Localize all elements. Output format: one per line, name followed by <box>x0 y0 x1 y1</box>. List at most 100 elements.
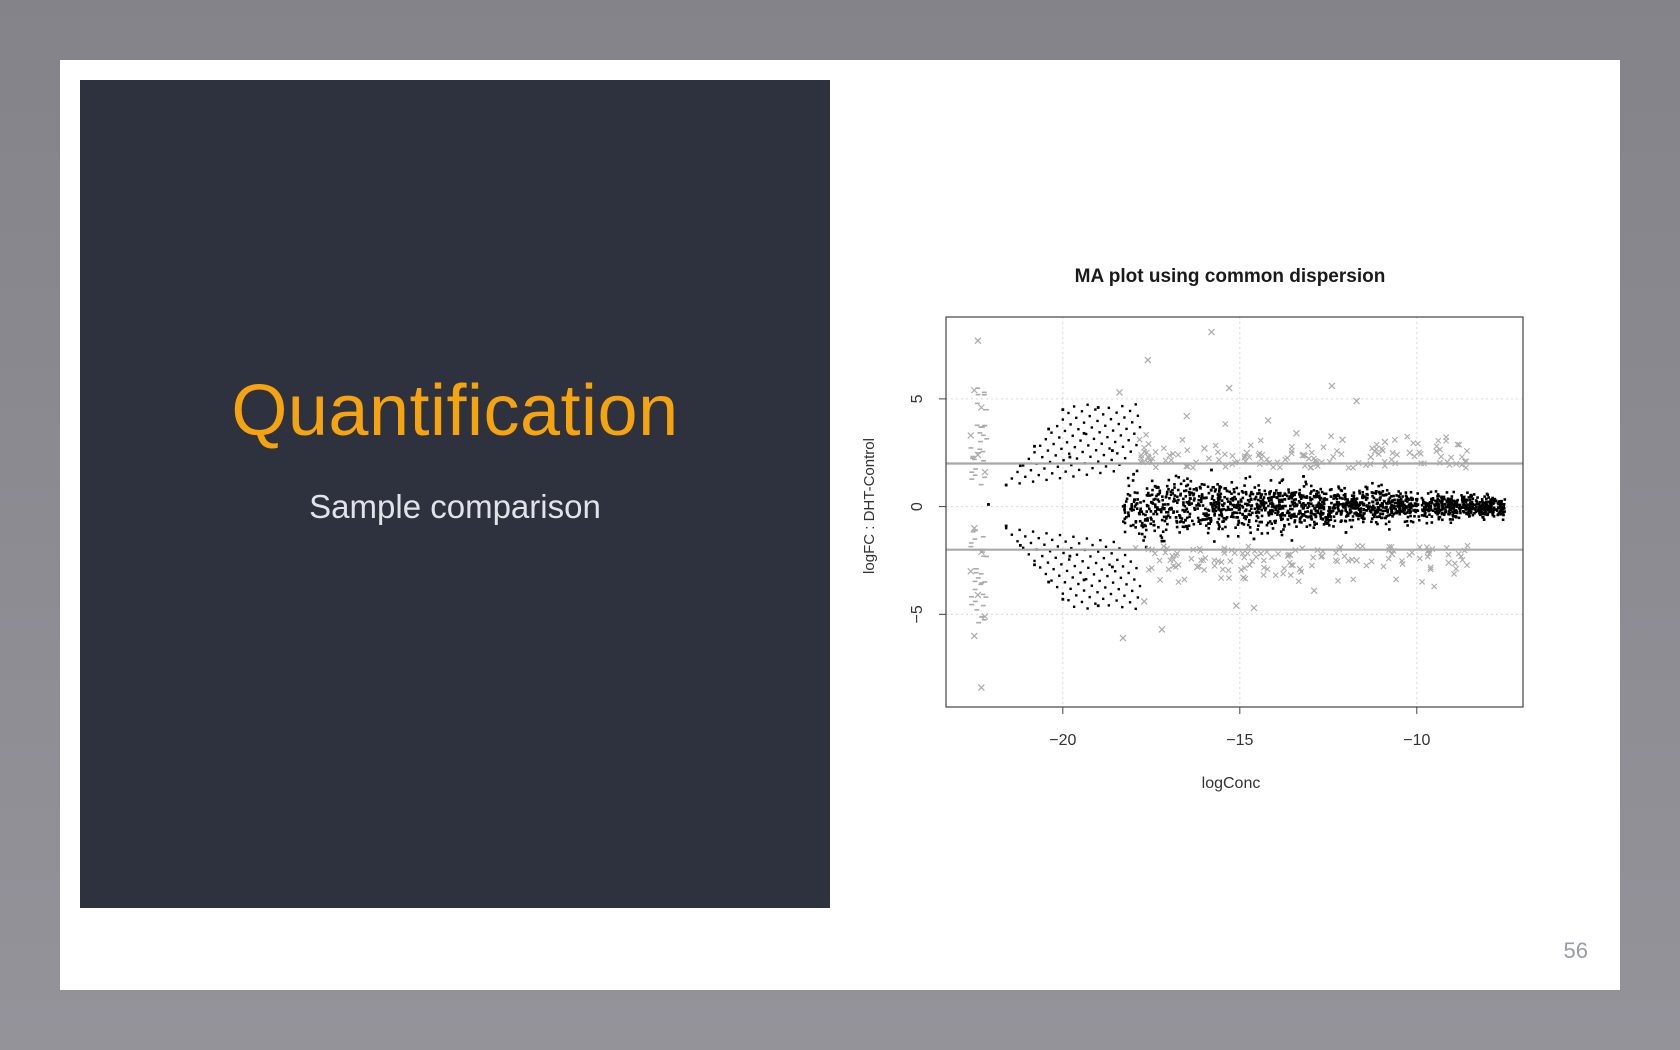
data-point <box>1385 515 1388 518</box>
data-point <box>1492 508 1496 512</box>
data-point <box>1038 444 1042 447</box>
data-point <box>1398 499 1402 503</box>
data-point <box>1229 452 1236 459</box>
data-point <box>1130 421 1134 424</box>
data-point <box>1069 587 1072 591</box>
data-point <box>1104 586 1107 589</box>
data-point <box>1352 494 1356 497</box>
data-point <box>1330 453 1337 460</box>
data-point <box>1329 518 1333 521</box>
data-point <box>1220 514 1224 518</box>
data-point <box>1399 561 1406 567</box>
data-point <box>1218 559 1225 566</box>
data-point <box>1272 572 1279 579</box>
data-point <box>1309 492 1312 495</box>
data-point <box>1206 531 1210 535</box>
data-point <box>1433 504 1437 508</box>
data-point <box>1487 500 1491 504</box>
data-point <box>1219 510 1223 514</box>
data-point <box>1283 493 1287 497</box>
data-point <box>1343 486 1346 490</box>
data-point <box>1100 568 1103 571</box>
data-point <box>1380 483 1383 487</box>
data-point <box>1339 502 1343 506</box>
data-point <box>1037 536 1040 540</box>
data-point <box>1106 435 1109 439</box>
data-point <box>1075 457 1079 460</box>
data-point <box>1100 442 1103 445</box>
data-point <box>1062 459 1065 462</box>
data-point <box>1442 513 1446 517</box>
data-point <box>1046 561 1050 564</box>
data-point <box>1478 501 1482 504</box>
data-point <box>1293 515 1296 518</box>
data-point <box>1473 503 1477 507</box>
data-point <box>1287 488 1290 491</box>
data-point <box>1124 500 1128 503</box>
data-point <box>1388 501 1392 505</box>
data-point <box>1353 507 1356 510</box>
data-point <box>1318 512 1322 515</box>
data-point <box>1138 519 1142 523</box>
data-point <box>1160 536 1164 539</box>
data-point <box>1313 520 1316 524</box>
data-point <box>1436 509 1439 513</box>
data-point <box>1388 543 1395 550</box>
data-point <box>1489 502 1492 506</box>
data-point <box>1176 495 1179 499</box>
data-point <box>1375 490 1378 493</box>
data-point <box>1346 498 1349 501</box>
data-point <box>1240 504 1244 508</box>
data-point <box>1218 525 1221 528</box>
data-point <box>1387 514 1390 517</box>
data-point <box>1165 566 1172 573</box>
data-point <box>1133 498 1137 501</box>
data-point <box>1381 503 1384 507</box>
data-point <box>1358 507 1361 511</box>
data-point <box>1356 514 1359 517</box>
data-point <box>1404 498 1408 502</box>
data-point <box>1048 550 1052 553</box>
data-point <box>1491 511 1494 515</box>
data-point <box>1004 483 1008 487</box>
data-point <box>1216 521 1219 524</box>
data-point <box>1024 535 1027 538</box>
data-point <box>1154 510 1158 514</box>
data-point <box>1402 511 1406 515</box>
data-point <box>1404 491 1408 494</box>
data-point <box>1193 506 1196 510</box>
data-point <box>1258 455 1265 462</box>
data-point <box>1256 528 1260 531</box>
data-point <box>1449 521 1453 525</box>
data-point <box>1155 507 1159 511</box>
data-point <box>1108 447 1111 450</box>
data-point <box>1323 497 1326 500</box>
data-point <box>1503 510 1506 513</box>
plot-area: −20 −15 −10−505 <box>909 316 1524 749</box>
data-point <box>1480 507 1483 511</box>
data-point <box>1280 570 1287 577</box>
data-point <box>1197 498 1201 502</box>
data-point <box>1480 498 1484 501</box>
data-point <box>1262 496 1266 499</box>
data-point <box>1050 472 1054 475</box>
data-point <box>1352 491 1356 494</box>
data-point <box>1047 427 1051 431</box>
data-point <box>1302 475 1305 478</box>
data-point <box>1166 522 1169 526</box>
data-point <box>1320 506 1324 509</box>
data-point <box>1266 521 1270 525</box>
data-point <box>1133 432 1136 435</box>
data-point <box>1213 489 1217 493</box>
data-point <box>1390 511 1393 514</box>
data-point <box>1280 505 1284 508</box>
data-point <box>1453 565 1460 572</box>
data-point <box>1207 513 1210 517</box>
data-point <box>1345 501 1348 505</box>
data-point <box>1449 500 1452 503</box>
data-point <box>1054 556 1057 560</box>
data-point <box>1289 516 1293 520</box>
data-point <box>1241 506 1245 509</box>
data-point <box>1307 505 1311 508</box>
data-point <box>1177 498 1180 502</box>
